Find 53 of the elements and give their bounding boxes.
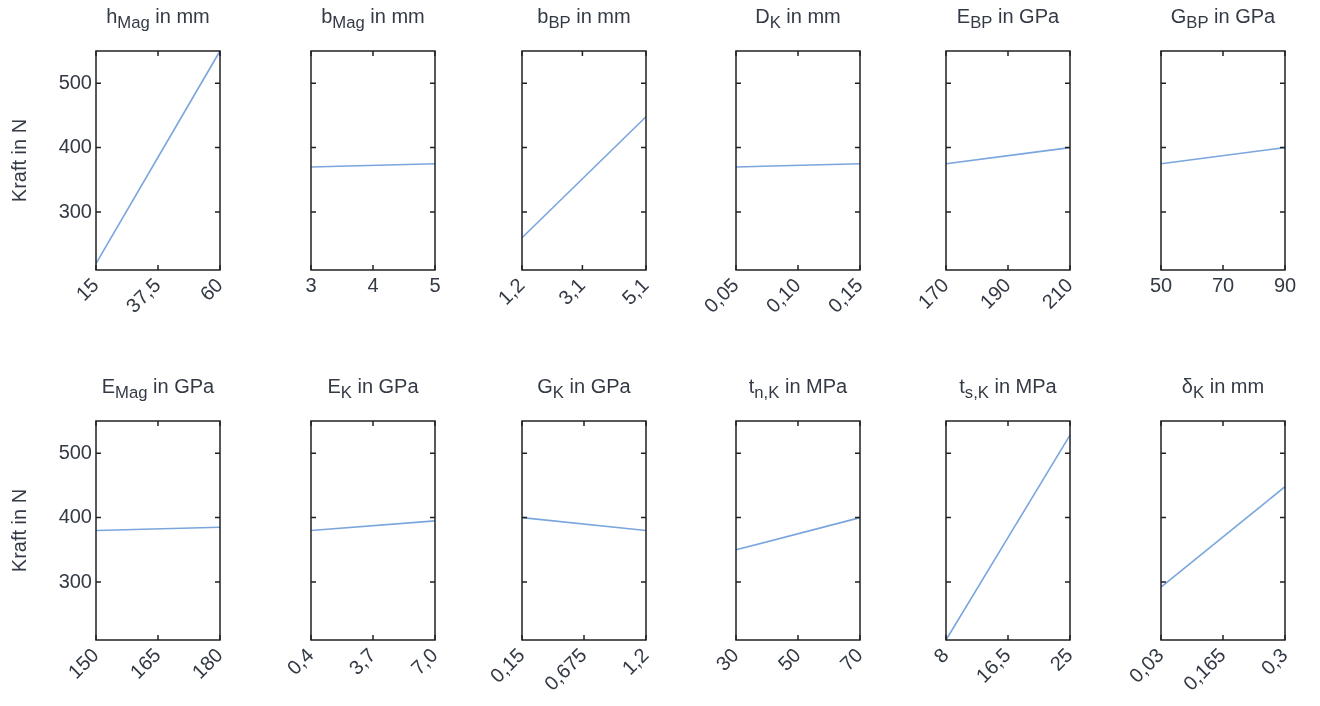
x-tick-label: 70 [835,643,867,675]
x-tick-label: 3,1 [553,273,590,309]
x-tick-label: 170 [913,273,953,313]
x-tick-label: 0,15 [823,273,867,317]
chart-title: E$_{BP}$ in GPa [955,5,1061,33]
x-tick-label: 0,4 [282,643,318,679]
x-tick-label: 60 [195,273,227,305]
chart-title: δ$_{K}$ in mm [1180,375,1266,403]
x-tick-label: 180 [187,643,227,683]
y-tick-label: 400 [58,135,92,158]
y-tick-label: 300 [58,199,92,222]
y-axis-title: Kraft in N [7,118,30,203]
x-tick-label: 0,3 [1256,643,1292,679]
y-tick-label: 500 [58,440,92,463]
x-tick-label: 5,1 [617,273,653,309]
x-tick-label: 210 [1037,273,1077,313]
x-tick-label: 190 [975,273,1015,313]
x-tick-label: 8 [929,643,953,668]
x-tick-label: 3 [305,273,317,296]
x-tick-label: 5 [429,273,441,296]
x-tick-label: 3,7 [344,643,380,679]
x-tick-label: 70 [1211,273,1235,296]
y-axis-title: Kraft in N [7,488,30,573]
x-tick-label: 4 [367,273,379,296]
x-tick-label: 25 [1045,643,1077,675]
x-tick-label: 50 [1149,273,1173,296]
chart-title: b$_{Mag}$ in mm [320,5,426,33]
x-tick-label: 7,0 [406,643,442,679]
x-tick-label: 0,05 [699,273,743,317]
chart-title: G$_{BP}$ in GPa [1169,5,1277,33]
x-tick-label: 0,15 [485,643,529,687]
x-tick-label: 50 [773,643,805,675]
x-tick-label: 1,2 [617,643,653,679]
chart-title: b$_{BP}$ in mm [536,5,632,33]
chart-title: D$_{K}$ in mm [754,5,842,33]
chart-title: E$_{Mag}$ in GPa [100,375,216,403]
y-tick-label: 300 [58,569,92,592]
chart-title: h$_{Mag}$ in mm [105,5,211,33]
chart-title: G$_{K}$ in GPa [536,375,632,403]
x-tick-label: 165 [125,643,165,683]
x-tick-label: 150 [63,643,103,683]
x-tick-label: 30 [711,643,743,675]
x-tick-label: 15 [71,273,103,305]
y-tick-label: 400 [58,505,92,528]
chart-title: E$_{K}$ in GPa [326,375,420,403]
x-tick-label: 0,10 [761,273,805,317]
x-tick-label: 37,5 [121,273,165,317]
x-tick-label: 90 [1273,273,1297,296]
chart-title: t$_{s,K}$ in MPa [958,375,1058,403]
y-tick-label: 500 [58,70,92,93]
x-tick-label: 1,2 [493,273,529,309]
x-tick-label: 0,03 [1124,643,1168,687]
chart-title: t$_{n,K}$ in MPa [747,375,849,403]
